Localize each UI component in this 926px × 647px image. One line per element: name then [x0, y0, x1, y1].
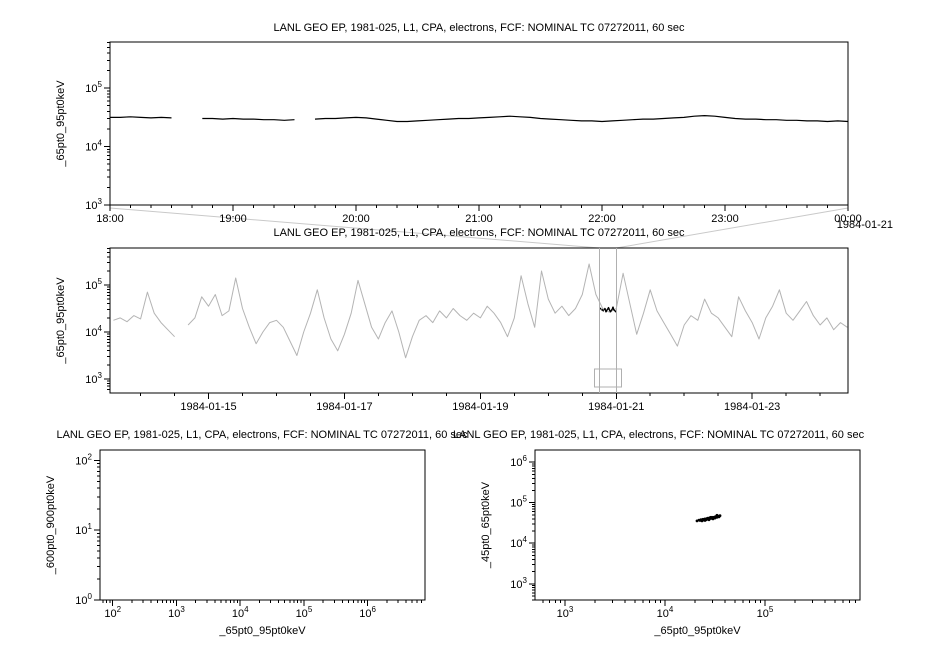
plot-frame	[99, 449, 426, 601]
plot-frame	[534, 449, 861, 601]
y-axis-title: _65pt0_95pt0keV	[55, 80, 67, 168]
plot-frame	[109, 247, 849, 394]
tick-label: 104	[232, 605, 249, 620]
tick-label: 105	[85, 80, 102, 95]
detail-x-axis-date: 1984-01-21	[836, 219, 893, 231]
tick-label: 19:00	[219, 213, 247, 225]
tick-label: 105	[510, 495, 527, 510]
zoom-selection-handle[interactable]	[593, 368, 622, 388]
tick-label: 18:00	[96, 213, 124, 225]
tick-label: 103	[510, 576, 527, 591]
tick-label: 105	[85, 277, 102, 292]
tick-label: 103	[85, 197, 102, 212]
plot-frame	[109, 41, 849, 206]
y-axis[interactable]: 103 104 105 106	[510, 454, 535, 601]
tick-label: 1984-01-17	[316, 401, 372, 413]
x-axis[interactable]: 102 103 104 105 106	[102, 600, 423, 620]
y-axis-title: _600pt0_900pt0keV	[45, 475, 57, 575]
tick-label: 1984-01-23	[724, 401, 780, 413]
scatter-point	[707, 518, 711, 522]
panel-detail-timeseries[interactable]: 103 104 105 18:00 19:00 20:00 21:00 22:00 23:00 0…	[55, 41, 862, 225]
tick-label: 21:00	[465, 213, 493, 225]
scatter-point	[718, 514, 722, 518]
x-axis[interactable]: 18:00 19:00 20:00 21:00 22:00 23:00 00:00	[96, 205, 862, 225]
tick-label: 23:00	[711, 213, 739, 225]
y-axis-title: _65pt0_95pt0keV	[55, 277, 67, 365]
tick-label: 104	[510, 535, 527, 550]
tick-label: 106	[359, 605, 376, 620]
tick-label: 100	[75, 592, 92, 607]
y-axis[interactable]: 100 101 102	[75, 452, 100, 607]
tick-label: 1984-01-21	[588, 401, 644, 413]
data-series	[110, 115, 849, 123]
tick-label: 103	[557, 605, 574, 620]
tick-label: 106	[510, 454, 527, 469]
title-scatter-left-panel: LANL GEO EP, 1981-025, L1, CPA, electron…	[56, 429, 468, 441]
y-axis-title: _45pt0_65pt0keV	[480, 481, 492, 569]
tick-label: 103	[85, 371, 102, 386]
tick-label: 104	[85, 324, 102, 339]
x-axis-title: _65pt0_95pt0keV	[218, 625, 306, 637]
tick-label: 103	[168, 605, 185, 620]
x-axis[interactable]: 1984-01-15 1984-01-17 1984-01-19 1984-01-21…	[140, 393, 821, 413]
tick-label: 22:00	[588, 213, 616, 225]
tick-label: 104	[85, 139, 102, 154]
title-detail-panel: LANL GEO EP, 1981-025, L1, CPA, electron…	[273, 22, 685, 34]
tick-label: 104	[657, 605, 674, 620]
tick-label: 1984-01-15	[180, 401, 236, 413]
tick-label: 20:00	[342, 213, 370, 225]
zoom-connector-right	[616, 207, 849, 249]
tick-label: 105	[757, 605, 774, 620]
tick-label: 102	[104, 605, 121, 620]
y-axis[interactable]: 103 104 105	[85, 248, 110, 390]
x-axis[interactable]: 103 104 105	[542, 600, 856, 620]
tick-label: 1984-01-19	[452, 401, 508, 413]
title-context-panel: LANL GEO EP, 1981-025, L1, CPA, electron…	[273, 227, 685, 239]
scatter-point	[715, 513, 719, 517]
title-scatter-right-panel: LANL GEO EP, 1981-025, L1, CPA, electron…	[453, 429, 865, 441]
zoom-selection[interactable]	[593, 248, 622, 393]
tick-label: 101	[75, 522, 92, 537]
tick-label: 102	[75, 452, 92, 467]
data-series	[113, 263, 848, 359]
zoom-connector-left	[109, 207, 600, 249]
tick-label: 105	[296, 605, 313, 620]
x-axis-title: _65pt0_95pt0keV	[653, 625, 741, 637]
scatter-point	[711, 517, 715, 521]
panel-scatter-45-65[interactable]: 103 104 105 106 103 104 105 _65pt0_95pt0keV _45p…	[480, 449, 861, 637]
tick-label: 00:00	[834, 213, 862, 225]
scatter-point	[703, 519, 707, 522]
panel-scatter-600-900[interactable]: 100 101 102 102 103 104 105 106 _65pt0_95pt0keV _…	[45, 449, 426, 637]
y-axis[interactable]: 103 104 105	[85, 42, 110, 212]
